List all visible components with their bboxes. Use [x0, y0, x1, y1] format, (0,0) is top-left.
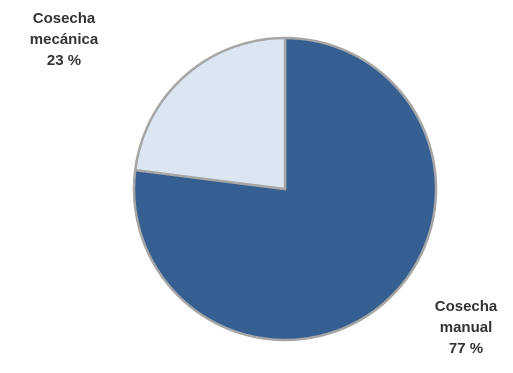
data-label-line2: mecánica [29, 31, 99, 48]
data-label-cosecha-mecanica: Cosecha mecánica 23 % [20, 8, 108, 71]
data-label-value: 23 % [46, 52, 82, 69]
pie-slices [132, 36, 438, 342]
data-label-cosecha-manual: Cosecha manual 77 % [424, 296, 508, 359]
pie-slice-cosecha-manual [132, 36, 438, 342]
data-label-line1: Cosecha [434, 298, 498, 315]
data-label-line1: Cosecha [32, 10, 96, 27]
data-label-line2: manual [439, 319, 493, 336]
data-label-value: 77 % [448, 340, 484, 357]
pie-slice-cosecha-mecanica [133, 36, 287, 191]
